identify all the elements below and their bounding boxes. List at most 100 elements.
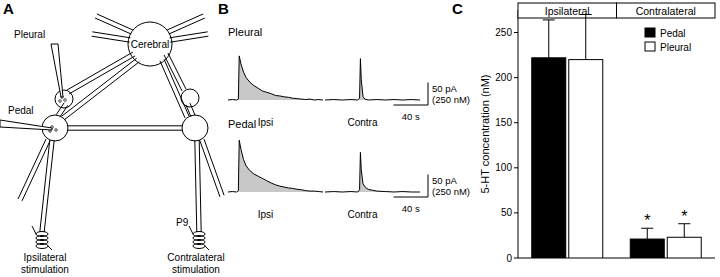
- connective: [164, 55, 182, 91]
- commissure: [68, 125, 182, 126]
- significance-mark: *: [681, 208, 687, 225]
- nerve: [92, 36, 130, 42]
- recording-site: [64, 99, 67, 102]
- electrode: [0, 120, 52, 130]
- pedal-nerve: [40, 140, 50, 232]
- trace-area: [228, 140, 323, 192]
- y-tick: [514, 167, 518, 168]
- x-tick-label: Contralateral: [636, 5, 696, 17]
- connective: [69, 56, 135, 94]
- error-bar-cap: [580, 14, 592, 15]
- trace-area: [325, 59, 420, 100]
- electrode-label: Pedal: [8, 105, 34, 116]
- figure: ABCCerebralPleuralPedalP9Ipsilateralstim…: [0, 0, 720, 277]
- panel-label: A: [3, 0, 14, 17]
- bars: [532, 15, 702, 258]
- error-bar-cap: [543, 19, 555, 20]
- y-tick-label: 150: [495, 117, 512, 128]
- commissure: [68, 130, 182, 131]
- stimulation-label: stimulation: [21, 264, 69, 275]
- error-bar-line: [684, 224, 685, 238]
- electrode-label: Pleural: [14, 29, 45, 40]
- connective: [60, 105, 68, 117]
- pedal-ganglion: [182, 115, 208, 141]
- pedal-nerve: [22, 141, 50, 201]
- annotations: **: [644, 208, 687, 230]
- stimulation-label: Ipsilateral: [24, 252, 67, 263]
- stimulating-wire: [32, 226, 36, 234]
- trace-row: PedalIpsiContra50 pA(250 nM)40 s: [228, 118, 470, 220]
- y-tick-label: 200: [495, 72, 512, 83]
- y-tick-label: 0: [506, 253, 512, 264]
- stimulation-label: Contralateral: [167, 252, 224, 263]
- connective: [168, 53, 186, 89]
- significance-mark: *: [644, 212, 650, 229]
- current-trace: [325, 59, 420, 100]
- error-bar: [641, 228, 653, 239]
- nerve: [95, 18, 131, 34]
- error-bar: [580, 15, 592, 60]
- y-tick-label: 250: [495, 27, 512, 38]
- nerve: [167, 14, 203, 30]
- recording-site: [55, 129, 58, 132]
- stimulating-wire: [189, 226, 193, 234]
- trace-label: Contra: [347, 209, 377, 220]
- bar: [569, 60, 603, 258]
- error-bar-line: [647, 228, 648, 239]
- trace-label: Contra: [347, 117, 377, 128]
- current-trace: [228, 56, 323, 100]
- y-axis: [518, 10, 519, 258]
- scale-bar: [393, 197, 428, 198]
- nervous-system-diagram: CerebralPleuralPedalP9Ipsilateralstimula…: [0, 22, 225, 275]
- legend-label: Pedal: [660, 28, 686, 39]
- connective: [164, 59, 189, 116]
- electrode: [51, 44, 63, 97]
- scale-bar: [428, 175, 429, 198]
- trace-row: PleuralIpsiContra50 pA(250 nM)40 s: [228, 26, 470, 128]
- recording-site: [59, 100, 62, 103]
- y-tick: [514, 258, 518, 259]
- connective: [62, 58, 137, 116]
- scale-label: (250 nM): [432, 94, 470, 105]
- legend-label: Pleural: [660, 42, 691, 53]
- nerve: [169, 18, 205, 34]
- scale-label: 40 s: [402, 203, 420, 214]
- nerve-label: P9: [176, 217, 189, 228]
- connective: [190, 103, 195, 115]
- pedal-nerve: [18, 139, 46, 199]
- pedal-nerve: [195, 140, 197, 232]
- connective: [160, 61, 185, 118]
- stimulating-wire: [205, 246, 209, 250]
- panel-label: B: [218, 0, 229, 17]
- category-header: [518, 3, 617, 18]
- ganglion-label: Cerebral: [131, 39, 169, 50]
- y-tick: [514, 212, 518, 213]
- pedal-nerve: [44, 140, 54, 232]
- y-tick: [514, 122, 518, 123]
- scale-label: 50 pA: [432, 83, 457, 94]
- nerve: [97, 14, 133, 30]
- pedal-nerve: [200, 141, 220, 197]
- legend: Pedal Pleural: [645, 28, 691, 53]
- current-trace: [325, 152, 420, 192]
- error-bar-line: [548, 20, 549, 58]
- error-bar: [678, 224, 690, 238]
- row-label: Pedal: [228, 118, 256, 130]
- y-tick: [514, 32, 518, 33]
- bar-chart: 0501001502002505-HT concentration (nM)Ip…: [479, 3, 715, 264]
- stimulation-label: stimulation: [172, 264, 220, 275]
- category-header: [617, 3, 716, 18]
- legend-swatch: [645, 42, 655, 51]
- stimulating-wire: [48, 246, 52, 250]
- connective: [186, 105, 191, 117]
- y-tick-label: 100: [495, 162, 512, 173]
- connective: [67, 52, 133, 90]
- y-tick: [514, 77, 518, 78]
- trace-area: [228, 56, 323, 100]
- nerve: [170, 32, 208, 38]
- pedal-nerve: [204, 139, 224, 195]
- scale-label: 50 pA: [432, 175, 457, 186]
- scale-bar: [428, 83, 429, 106]
- legend-swatch: [645, 28, 655, 37]
- current-trace: [228, 140, 323, 192]
